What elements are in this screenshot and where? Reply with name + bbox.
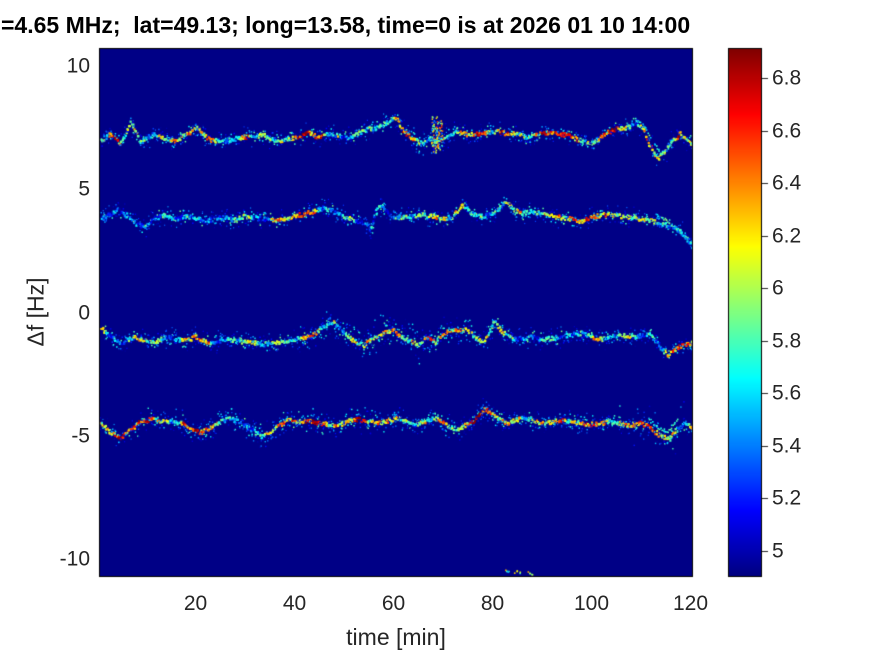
colorbar-tick-label: 5: [772, 539, 784, 563]
x-tick-label: 120: [672, 592, 709, 615]
y-tick-label: 0: [78, 301, 90, 324]
colorbar-tick-label: 5.4: [772, 434, 802, 458]
x-tick-label: 60: [381, 592, 406, 615]
x-tick-label: 40: [282, 592, 307, 615]
y-tick-label: -5: [71, 424, 90, 448]
colorbar-tick-label: 6.8: [772, 66, 802, 90]
colorbar-tick-label: 5.2: [772, 486, 802, 510]
colorbar-tick-label: 5.6: [772, 381, 802, 405]
colorbar-tick-label: 6.2: [772, 224, 802, 248]
x-tick-label: 80: [480, 592, 505, 615]
x-axis-label: time [min]: [346, 624, 446, 650]
colorbar-tick-label: 6.4: [772, 171, 802, 195]
colorbar-tick-label: 5.8: [772, 329, 802, 353]
colorbar-tick-label: 6.6: [772, 119, 802, 143]
y-tick-label: 5: [78, 177, 90, 201]
chart-title: =4.65 MHz; lat=49.13; long=13.58, time=0…: [1, 12, 691, 38]
y-tick-label: 10: [66, 54, 90, 78]
y-tick-label: -10: [59, 547, 90, 571]
colorbar-tick-label: 6: [772, 276, 784, 300]
x-tick-label: 20: [183, 592, 208, 615]
x-tick-label: 100: [573, 592, 610, 615]
